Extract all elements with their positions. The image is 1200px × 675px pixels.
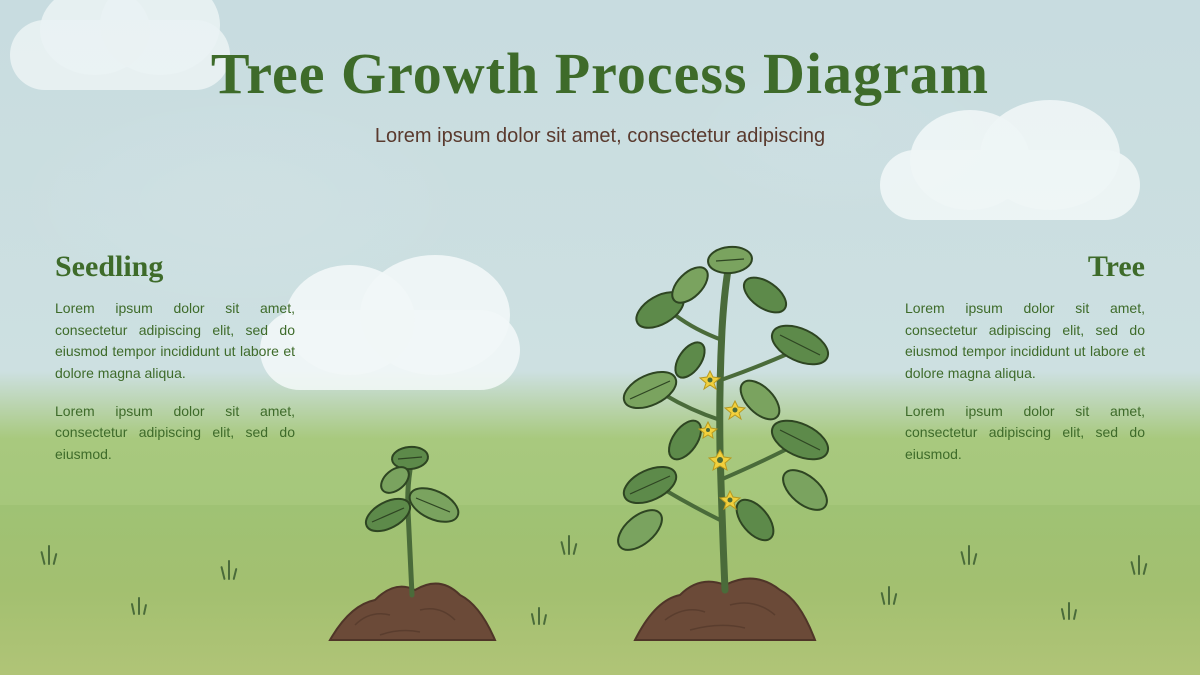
seedling-plant-icon [300,410,520,660]
stage-seedling: Seedling Lorem ipsum dolor sit amet, con… [55,250,295,466]
stage-paragraph: Lorem ipsum dolor sit amet, consectetur … [55,298,295,385]
tree-plant-icon [580,240,860,660]
stage-paragraph: Lorem ipsum dolor sit amet, consectetur … [905,298,1145,385]
stage-paragraph: Lorem ipsum dolor sit amet, consectetur … [905,401,1145,466]
page-subtitle: Lorem ipsum dolor sit amet, consectetur … [0,125,1200,148]
stage-title: Seedling [55,250,295,284]
stage-body: Lorem ipsum dolor sit amet, consectetur … [55,298,295,466]
cloud-icon [880,150,1140,220]
diagram-canvas: Tree Growth Process Diagram Lorem ipsum … [0,0,1200,675]
stage-paragraph: Lorem ipsum dolor sit amet, consectetur … [55,401,295,466]
stage-body: Lorem ipsum dolor sit amet, consectetur … [905,298,1145,466]
cloud-icon [260,310,520,390]
header: Tree Growth Process Diagram Lorem ipsum … [0,40,1200,148]
stage-title: Tree [905,250,1145,284]
stage-tree: Tree Lorem ipsum dolor sit amet, consect… [905,250,1145,466]
page-title: Tree Growth Process Diagram [0,40,1200,107]
